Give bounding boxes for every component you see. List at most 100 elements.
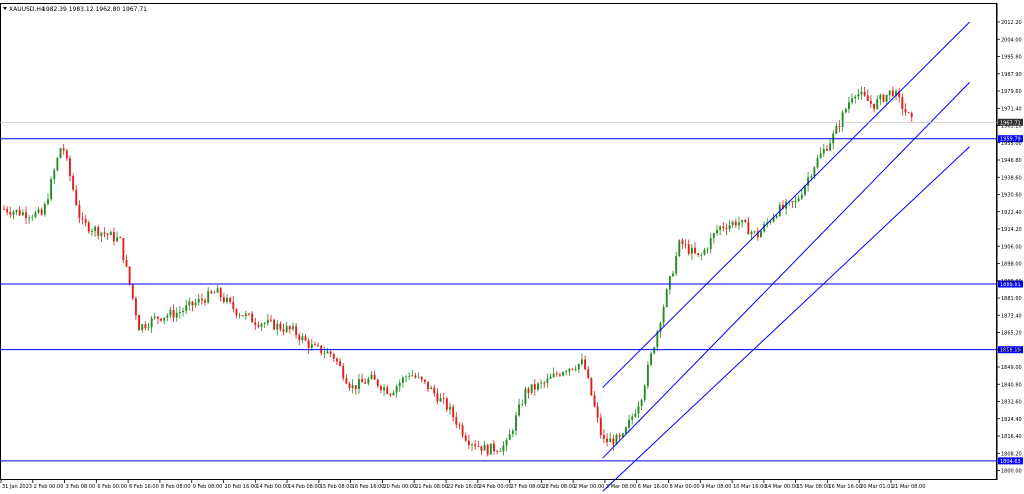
candle xyxy=(37,209,40,213)
candle xyxy=(351,385,354,389)
candle xyxy=(304,336,307,341)
candle xyxy=(222,297,225,302)
candle xyxy=(53,170,56,180)
x-tick-label: 16 Mar 16:00 xyxy=(828,484,861,490)
x-tick-label: 3 Feb 08:00 xyxy=(66,484,96,490)
candle xyxy=(618,434,621,437)
candle xyxy=(336,358,338,362)
current-price-marker: 1967.71 xyxy=(0,118,1023,126)
candle xyxy=(266,319,269,324)
candle xyxy=(47,199,49,204)
candle xyxy=(753,231,756,233)
candle xyxy=(533,384,536,390)
candle xyxy=(87,222,90,232)
candle xyxy=(505,439,508,446)
candle xyxy=(464,435,467,441)
symbol-label: XAUUSD,H4 xyxy=(9,6,45,13)
level-price-tag xyxy=(998,457,1023,465)
candle xyxy=(128,266,131,285)
candle xyxy=(750,231,753,235)
y-tick-label: 1955.00 xyxy=(1001,141,1022,147)
candle xyxy=(810,176,813,178)
candle xyxy=(684,244,687,245)
candle xyxy=(210,291,213,293)
candle xyxy=(254,322,257,325)
candle xyxy=(712,233,715,239)
candle xyxy=(78,205,81,218)
candle xyxy=(537,383,539,390)
trend-channel[interactable] xyxy=(602,21,971,492)
candle xyxy=(700,254,703,256)
candle xyxy=(379,386,382,391)
candle xyxy=(235,309,238,316)
candle xyxy=(568,368,571,372)
candle xyxy=(690,247,693,254)
candle xyxy=(763,224,766,232)
candle xyxy=(100,232,103,236)
candle xyxy=(188,301,191,306)
x-tick-label: 10 Mar 16:00 xyxy=(733,484,766,490)
candle xyxy=(816,158,819,168)
candle xyxy=(863,91,866,96)
candle xyxy=(116,237,119,242)
candle xyxy=(3,208,5,210)
candle xyxy=(427,381,429,390)
x-tick-label: 16 Feb 16:00 xyxy=(352,484,385,490)
candle xyxy=(150,318,153,328)
candle xyxy=(709,238,712,250)
candle xyxy=(813,167,816,177)
candle xyxy=(904,109,907,113)
candle xyxy=(370,374,373,379)
candle xyxy=(166,315,169,318)
x-tick-label: 15 Feb 08:00 xyxy=(320,484,353,490)
candle xyxy=(357,379,360,390)
candle xyxy=(420,376,423,380)
candle xyxy=(697,253,700,256)
candle xyxy=(383,387,385,391)
candle xyxy=(486,444,489,455)
candle xyxy=(251,313,254,323)
candle xyxy=(15,209,18,212)
candle xyxy=(97,226,100,236)
candle xyxy=(270,319,272,321)
candle xyxy=(511,430,514,434)
candle xyxy=(835,125,838,134)
candle xyxy=(577,363,580,370)
candle xyxy=(543,382,546,384)
candle xyxy=(153,316,156,319)
x-tick-label: 9 Feb 08:00 xyxy=(193,484,223,490)
candle xyxy=(21,212,24,216)
y-tick-label: 1963.20 xyxy=(1001,124,1022,130)
candle xyxy=(207,291,210,303)
candle xyxy=(819,153,822,159)
y-tick-label: 1881.60 xyxy=(1001,296,1022,302)
y-tick-label: 1906.00 xyxy=(1001,244,1022,250)
channel-line xyxy=(602,81,971,459)
y-tick-label: 1898.00 xyxy=(1001,262,1022,268)
level-price-label: 1858.19 xyxy=(1000,348,1021,354)
candle xyxy=(169,310,172,316)
horizontal-levels[interactable]: 1959.79 1889.81 1858.19 1804.63 xyxy=(0,135,1023,465)
candle xyxy=(238,315,241,317)
candle xyxy=(791,201,794,203)
y-tick-label: 1914.20 xyxy=(1001,227,1022,233)
candle xyxy=(609,438,612,443)
candle xyxy=(125,260,128,267)
x-tick-label: 20 Feb 00:00 xyxy=(383,484,416,490)
channel-line xyxy=(602,146,971,492)
candle xyxy=(144,324,147,328)
candle xyxy=(681,240,684,245)
candle xyxy=(612,438,615,445)
candle xyxy=(389,393,392,396)
candle xyxy=(634,413,637,417)
candle xyxy=(364,382,367,384)
candle xyxy=(694,247,696,254)
triangle-down-icon xyxy=(3,7,7,10)
y-tick-label: 1889.80 xyxy=(1001,279,1022,285)
candle xyxy=(474,444,477,447)
candle xyxy=(163,317,166,321)
candle xyxy=(172,310,175,318)
candle xyxy=(477,446,480,447)
candle xyxy=(273,319,276,330)
